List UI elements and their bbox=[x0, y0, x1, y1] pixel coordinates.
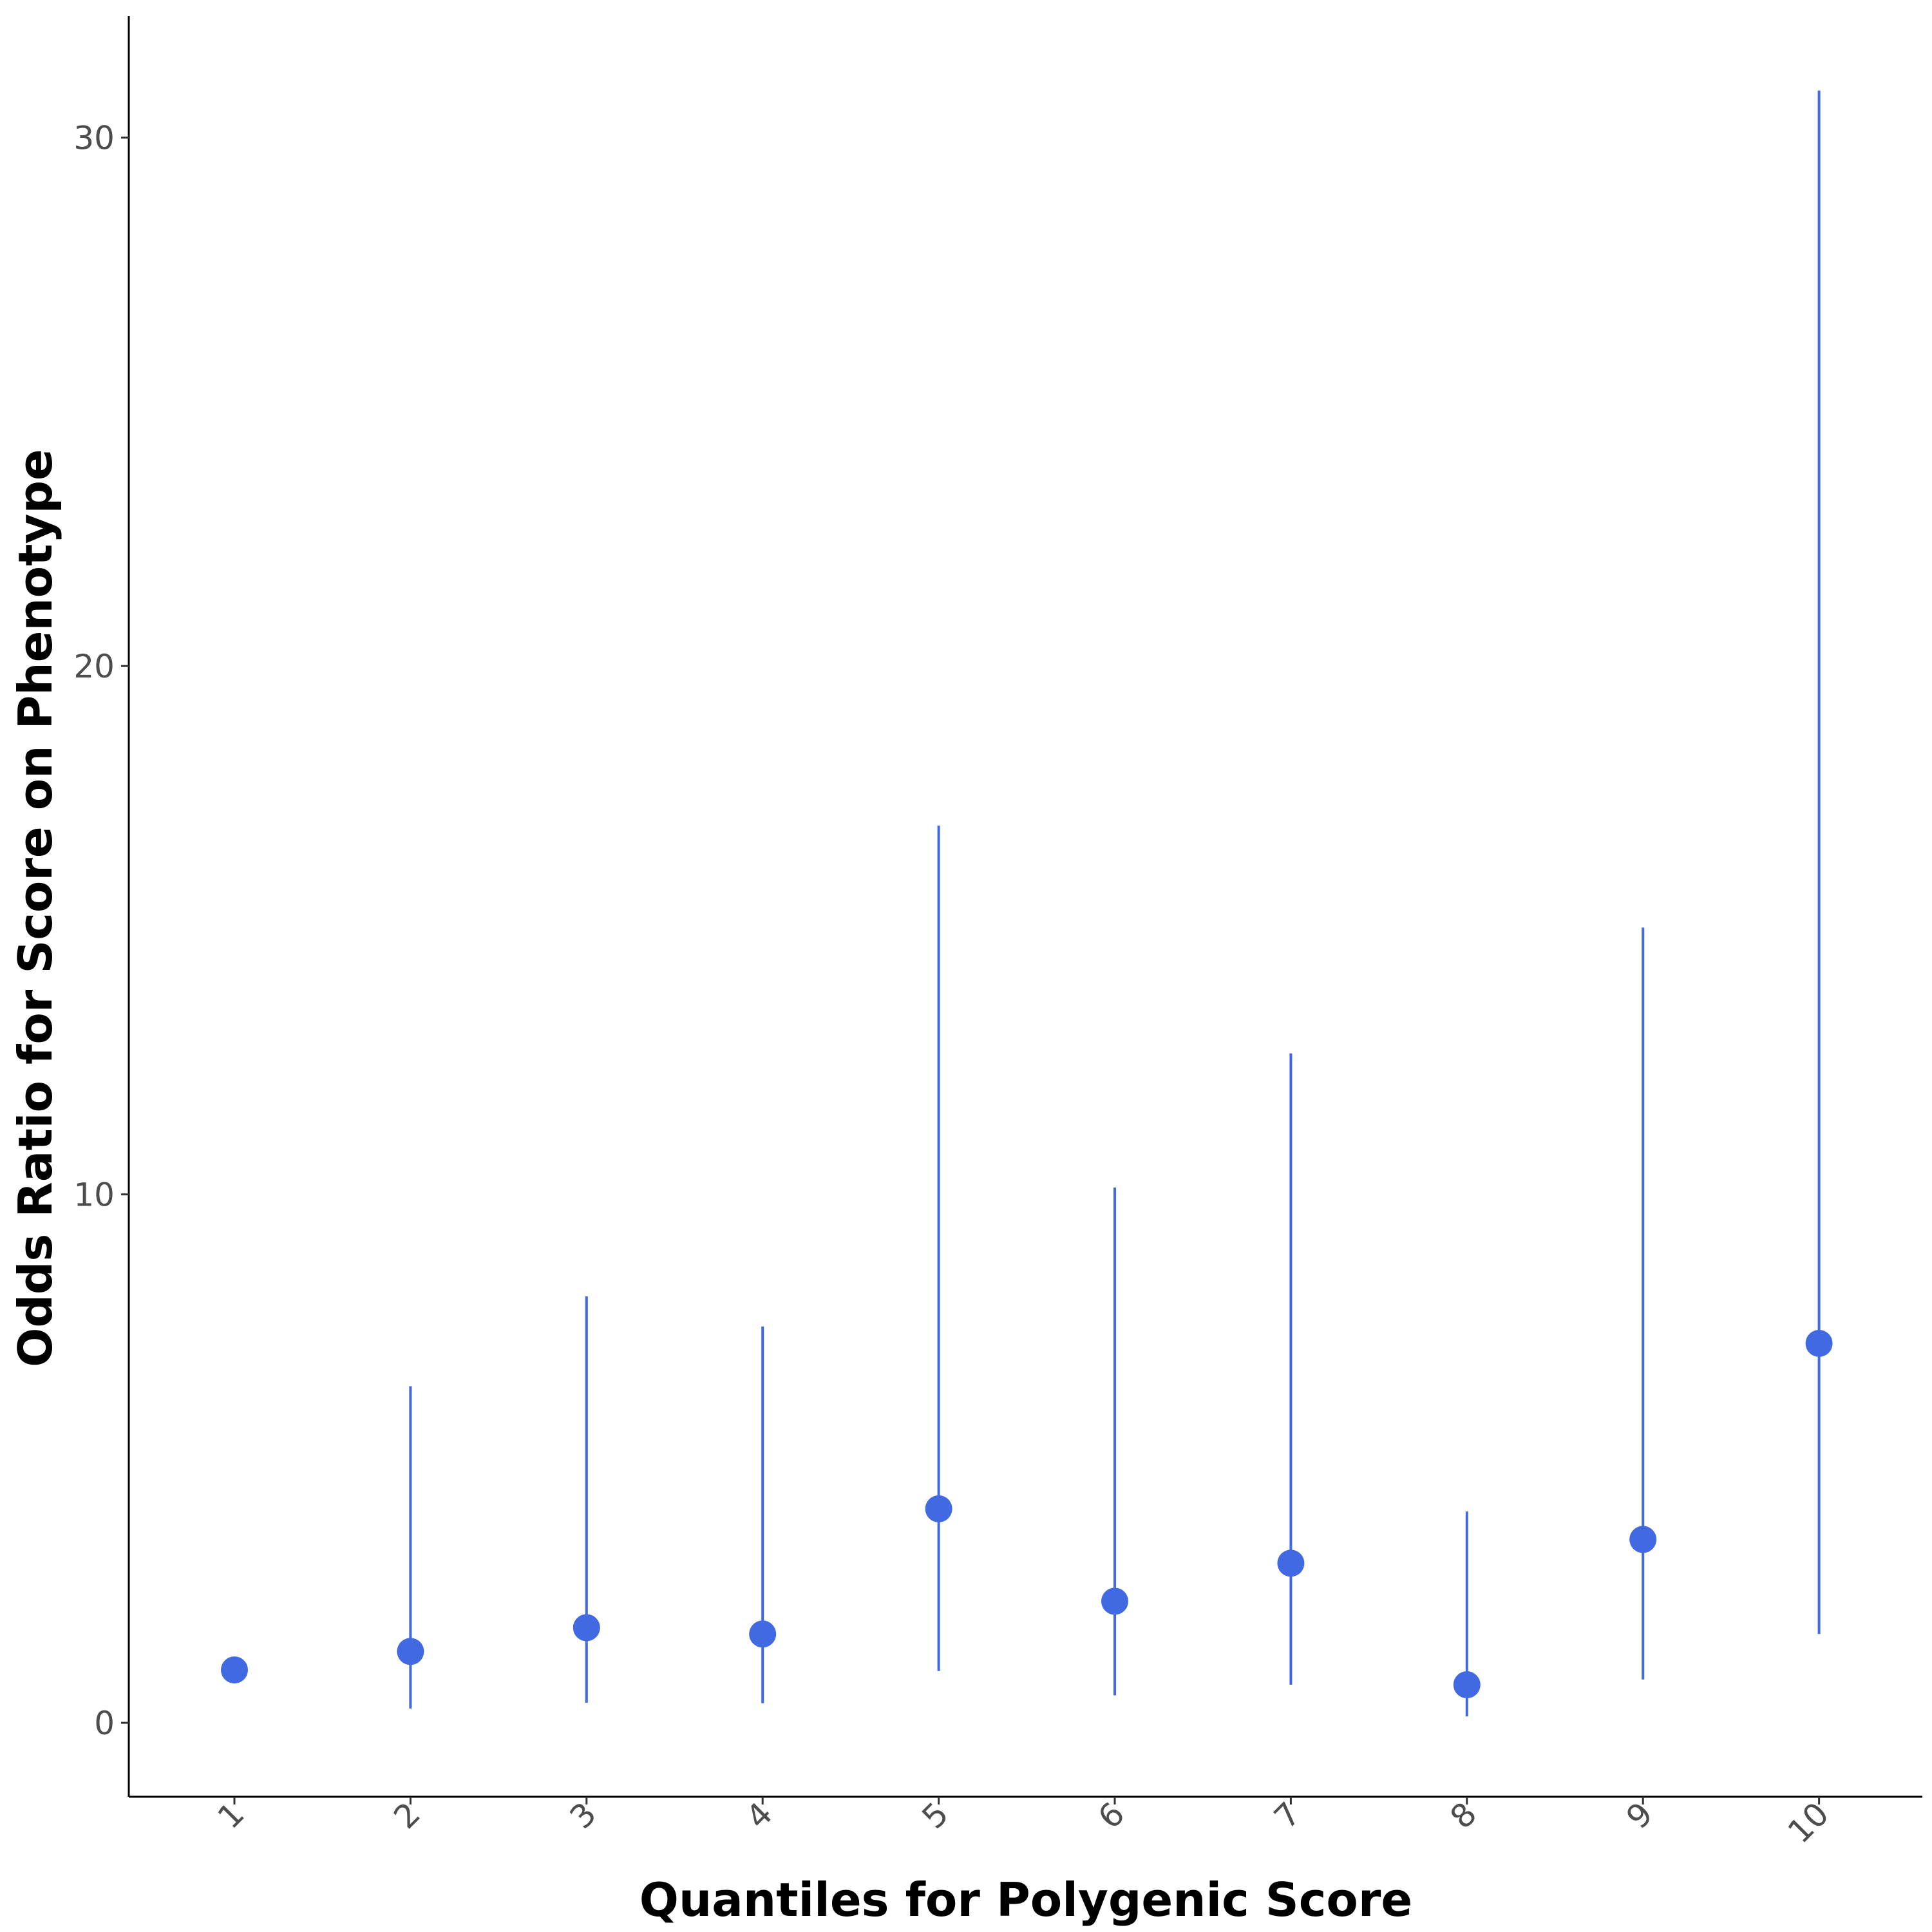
y-axis: 0 10 20 30 bbox=[73, 16, 130, 1797]
x-tick-label: 9 bbox=[1619, 1795, 1660, 1836]
y-tick-label: 10 bbox=[73, 1177, 115, 1214]
data-point bbox=[1277, 1549, 1305, 1577]
x-tick-label: 10 bbox=[1781, 1795, 1836, 1850]
data-point bbox=[573, 1614, 600, 1642]
data-point bbox=[397, 1638, 424, 1665]
x-tick-label: 6 bbox=[1091, 1795, 1132, 1836]
x-tick-label: 5 bbox=[915, 1795, 956, 1836]
y-tick-label: 20 bbox=[73, 648, 115, 685]
x-tick-label: 4 bbox=[739, 1795, 780, 1836]
plot-area bbox=[221, 90, 1833, 1717]
data-point bbox=[1805, 1330, 1833, 1358]
x-tick-label: 2 bbox=[386, 1795, 428, 1836]
data-point bbox=[1101, 1587, 1128, 1615]
data-point bbox=[1453, 1671, 1481, 1699]
y-tick-label: 30 bbox=[73, 120, 115, 157]
x-tick-label: 7 bbox=[1267, 1795, 1308, 1836]
data-point bbox=[221, 1656, 248, 1684]
y-axis-title: Odds Ratio for Score on Phenotype bbox=[8, 449, 62, 1367]
x-tick-label: 1 bbox=[211, 1795, 252, 1836]
data-point bbox=[1629, 1526, 1657, 1553]
data-point bbox=[925, 1495, 952, 1522]
data-point bbox=[749, 1620, 777, 1648]
x-tick-label: 8 bbox=[1443, 1795, 1484, 1836]
y-tick-label: 0 bbox=[94, 1705, 115, 1742]
x-tick-label: 3 bbox=[563, 1795, 604, 1836]
x-axis-title: Quantiles for Polygenic Score bbox=[639, 1873, 1412, 1927]
x-axis: 1 2 3 4 5 6 7 8 9 10 bbox=[129, 1795, 1922, 1850]
